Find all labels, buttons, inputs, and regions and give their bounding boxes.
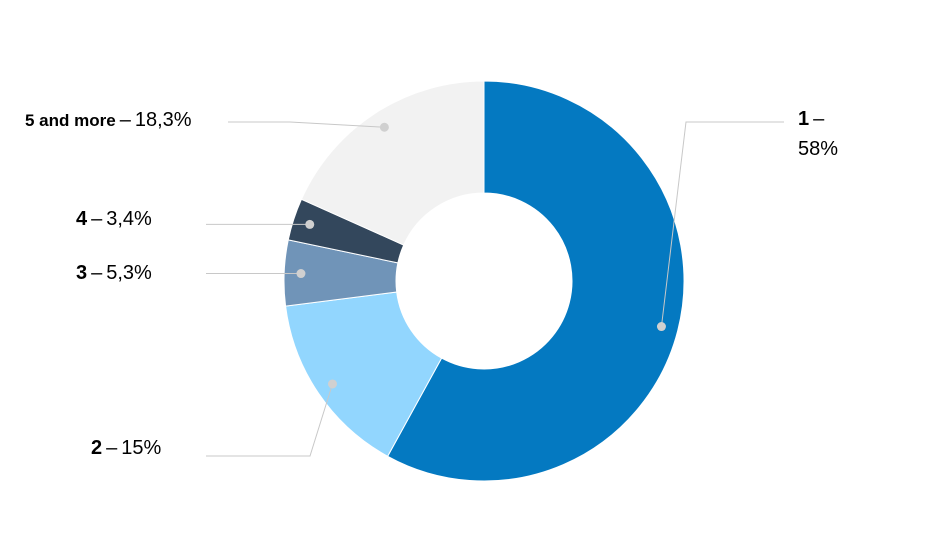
slice-category: 1: [798, 108, 810, 130]
slice-category: 2: [91, 437, 103, 459]
slice-category: 5 and more: [25, 111, 116, 130]
slice-value: 5,3%: [106, 262, 152, 284]
slice-label-4: 4–3,4%: [76, 204, 152, 234]
slice-label-2: 2–15%: [91, 433, 161, 463]
slice-value: 18,3%: [134, 109, 192, 131]
slice-label-3: 3–5,3%: [76, 258, 152, 288]
label-separator: –: [91, 208, 103, 230]
label-separator: –: [813, 108, 825, 130]
label-separator: –: [106, 437, 118, 459]
slice-category: 4: [76, 208, 88, 230]
slice-label-1: 1 – 58%: [798, 104, 858, 164]
donut-slice-2: [285, 291, 443, 457]
leader-line-2: [206, 383, 333, 457]
slice-value: 58%: [798, 138, 839, 160]
slice-category: 3: [76, 262, 88, 284]
slice-value: 15%: [121, 437, 162, 459]
donut-slice-5-and-more: [300, 80, 485, 246]
leader-dot-5-and-more: [379, 122, 389, 132]
label-separator: –: [91, 262, 103, 284]
slice-label-5-and-more: 5 and more –18,3%: [25, 105, 192, 136]
label-separator: –: [119, 109, 131, 131]
leader-line-1: [660, 121, 784, 327]
leader-dot-1: [656, 322, 666, 332]
leader-line-5-and-more: [228, 121, 385, 128]
leader-dot-2: [327, 379, 337, 389]
leader-dot-4: [305, 219, 315, 229]
slice-value: 3,4%: [106, 208, 152, 230]
donut-slice-1: [386, 80, 685, 482]
leader-dot-3: [296, 269, 306, 279]
